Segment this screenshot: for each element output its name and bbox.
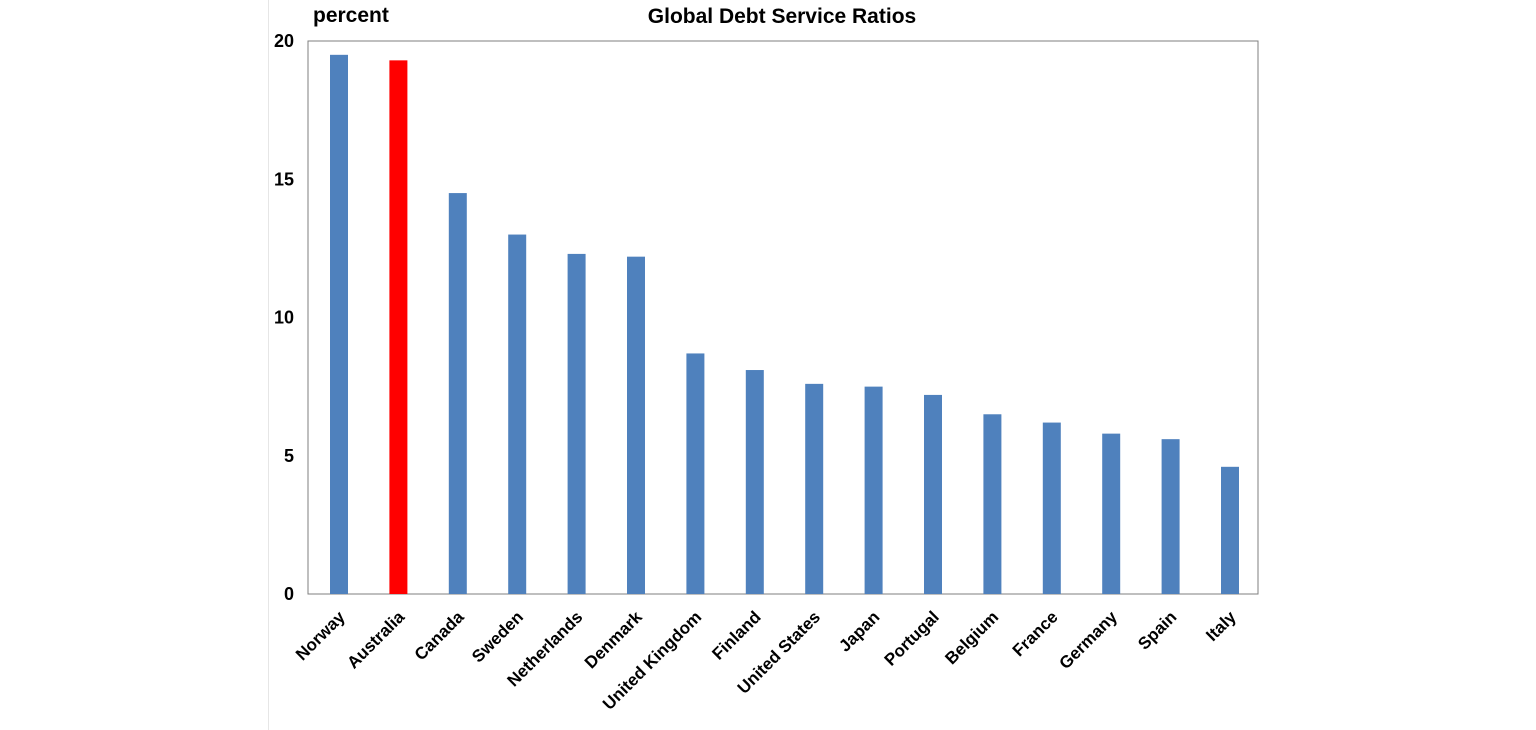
x-tick-label: Canada bbox=[411, 607, 468, 664]
bar-canada bbox=[448, 193, 467, 594]
bar-norway bbox=[330, 54, 348, 594]
y-tick-label: 5 bbox=[284, 446, 294, 466]
y-axis-unit-label: percent bbox=[313, 4, 389, 27]
bar-netherlands bbox=[567, 253, 586, 594]
y-tick-label: 10 bbox=[274, 308, 294, 328]
x-tick-label: Spain bbox=[1134, 607, 1180, 653]
x-tick-label: Italy bbox=[1202, 607, 1240, 645]
bar-australia bbox=[389, 60, 408, 595]
bar-denmark bbox=[627, 256, 645, 594]
bar-germany bbox=[1102, 433, 1121, 594]
x-tick-label: Finland bbox=[708, 607, 764, 663]
x-tick-label: Belgium bbox=[941, 607, 1002, 668]
x-tick-label: Germany bbox=[1055, 607, 1121, 673]
bar-finland bbox=[745, 370, 764, 594]
y-tick-label: 15 bbox=[274, 169, 294, 189]
bar-belgium bbox=[983, 414, 1002, 594]
y-tick-label: 20 bbox=[274, 31, 294, 51]
left-divider bbox=[268, 0, 269, 730]
bar-japan bbox=[864, 386, 883, 594]
bar-portugal bbox=[924, 394, 942, 594]
bar-united-states bbox=[805, 383, 824, 594]
x-tick-label: Sweden bbox=[468, 607, 527, 666]
y-tick-label: 0 bbox=[284, 584, 294, 604]
x-tick-label: United Kingdom bbox=[599, 607, 705, 713]
x-tick-label: Portugal bbox=[881, 607, 943, 669]
x-tick-label: France bbox=[1009, 607, 1062, 660]
bar-united-kingdom bbox=[686, 353, 705, 594]
bar-france bbox=[1042, 422, 1061, 594]
plot-area-frame bbox=[307, 40, 1259, 595]
x-tick-label: Australia bbox=[343, 607, 408, 672]
x-tick-label: Norway bbox=[292, 607, 349, 664]
bar-spain bbox=[1161, 439, 1180, 594]
bars bbox=[330, 54, 1239, 595]
bar-sweden bbox=[508, 234, 527, 595]
y-axis-ticks: 0 5 10 15 20 bbox=[274, 31, 294, 604]
bar-italy bbox=[1221, 466, 1239, 594]
chart-title: Global Debt Service Ratios bbox=[648, 5, 916, 28]
x-tick-label: Japan bbox=[835, 607, 883, 655]
